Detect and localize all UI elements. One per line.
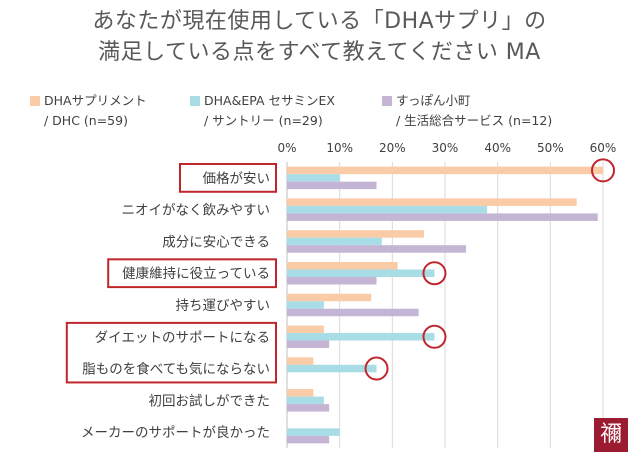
bar <box>287 166 603 175</box>
legend-label-line1: DHA&EPA セサミンEX <box>204 93 335 108</box>
bar <box>287 213 598 221</box>
legend-swatch-suppon <box>382 96 392 106</box>
category-label: 成分に安心できる <box>162 234 270 250</box>
bar <box>287 269 435 277</box>
legend-label-line2: / 生活総合サービス (n=12) <box>396 113 553 128</box>
bar <box>287 308 419 317</box>
bar <box>287 333 435 341</box>
bar <box>287 404 330 412</box>
legend-swatch-suntory <box>190 96 200 106</box>
legend-label-line1: すっぽん小町 <box>396 93 471 108</box>
bar <box>287 340 330 349</box>
bar <box>287 428 340 436</box>
x-tick-label: 20% <box>379 141 406 155</box>
category-label: ダイエットのサポートになる <box>95 330 270 346</box>
bar <box>287 293 372 302</box>
bar <box>287 301 324 309</box>
bar <box>287 181 377 190</box>
bar <box>287 198 577 206</box>
chart-title-line2: 満足している点をすべて教えてください MA <box>98 40 541 65</box>
legend-label-line2: / DHC (n=59) <box>44 113 128 128</box>
category-label: ニオイがなく飲みやすい <box>122 203 271 219</box>
bar <box>287 325 324 334</box>
highlight-circle <box>364 356 389 381</box>
highlight-circle <box>422 324 447 349</box>
highlight-box <box>65 321 277 384</box>
chart-title-line1: あなたが現在使用している「DHAサプリ」の <box>92 9 547 34</box>
category-label: 脂ものを食べても気にならない <box>82 361 270 378</box>
bar <box>287 357 314 365</box>
bar <box>287 435 330 444</box>
x-tick-label: 30% <box>432 141 459 155</box>
bar <box>287 364 377 373</box>
bar <box>287 389 314 397</box>
bar <box>287 205 488 214</box>
x-tick-label: 50% <box>537 141 564 155</box>
bar <box>287 276 377 285</box>
bar <box>287 396 324 405</box>
x-tick-label: 10% <box>326 141 353 155</box>
category-label: 持ち運びやすい <box>176 298 271 314</box>
category-label: 健康維持に役立っている <box>122 265 270 282</box>
bar <box>287 174 340 182</box>
bar <box>287 237 382 246</box>
highlight-box <box>179 163 277 193</box>
bar <box>287 261 398 270</box>
x-tick-label: 0% <box>277 141 296 155</box>
highlight-circle <box>422 261 447 286</box>
bar <box>287 245 467 253</box>
category-label: 初回お試しができた <box>149 392 271 409</box>
legend-swatch-dhc <box>30 96 40 106</box>
brand-logo: 禰 <box>594 418 628 452</box>
highlight-box <box>107 258 277 289</box>
category-label: メーカーのサポートが良かった <box>81 425 270 441</box>
legend-label-line2: / サントリー (n=29) <box>204 113 323 128</box>
bar <box>287 230 424 238</box>
x-tick-label: 60% <box>590 141 617 155</box>
x-tick-label: 40% <box>484 141 511 155</box>
category-label: 価格が安い <box>203 171 271 187</box>
highlight-circle <box>591 158 615 183</box>
legend-label-line1: DHAサプリメント <box>44 93 147 108</box>
